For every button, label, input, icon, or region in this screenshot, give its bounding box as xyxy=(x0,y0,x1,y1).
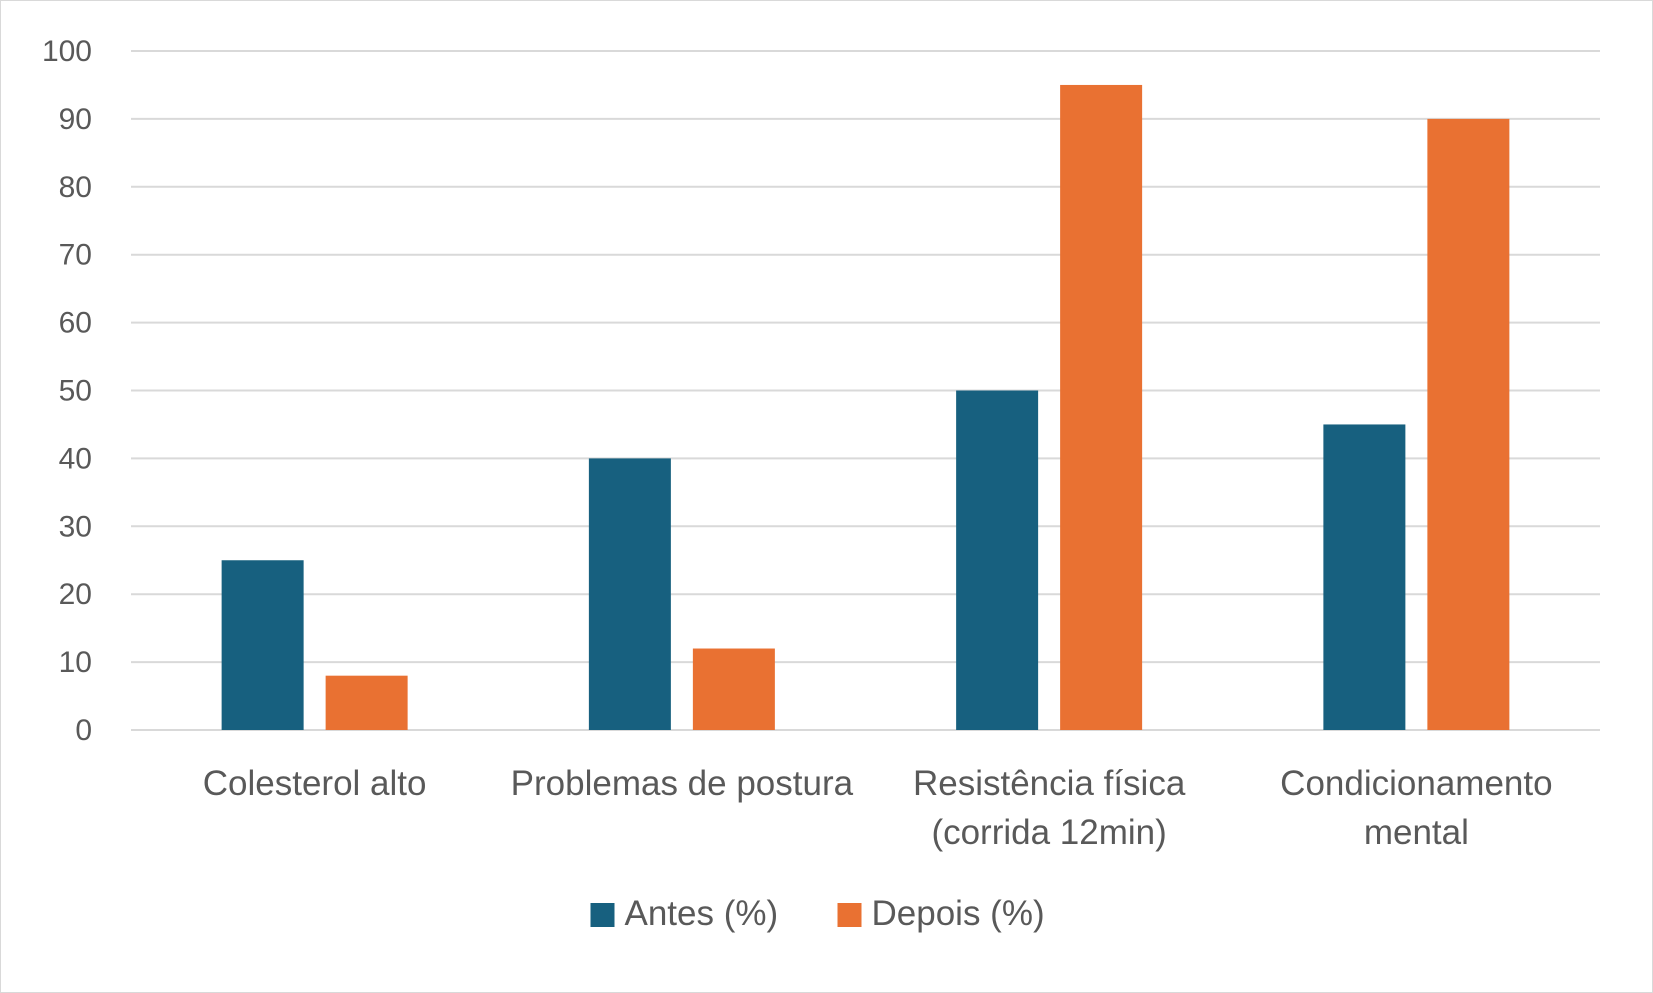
y-tick-label: 0 xyxy=(75,714,92,747)
x-tick-label: Problemas de postura xyxy=(511,764,854,803)
bar-antes xyxy=(1323,424,1406,730)
x-tick-label: Colesterol alto xyxy=(203,764,427,803)
y-tick-label: 50 xyxy=(59,375,92,408)
legend-swatch xyxy=(590,903,615,927)
legend-label: Antes (%) xyxy=(625,894,779,933)
x-tick-label: Resistência física xyxy=(913,764,1186,803)
bar-antes xyxy=(588,458,671,730)
y-tick-label: 20 xyxy=(59,578,92,611)
y-tick-label: 30 xyxy=(59,510,92,543)
bar-depois xyxy=(325,675,408,730)
bar-antes xyxy=(221,560,304,730)
y-tick-label: 90 xyxy=(59,103,92,136)
y-tick-label: 70 xyxy=(59,239,92,272)
y-tick-label: 10 xyxy=(59,646,92,679)
y-tick-label: 60 xyxy=(59,307,92,340)
y-tick-label: 40 xyxy=(59,442,92,475)
legend-label: Depois (%) xyxy=(872,894,1045,933)
bar-depois xyxy=(692,648,775,730)
x-tick-label: mental xyxy=(1364,813,1469,852)
bar-antes xyxy=(956,390,1039,730)
y-tick-label: 100 xyxy=(42,35,92,68)
x-tick-label: Condicionamento xyxy=(1280,764,1552,803)
legend-swatch xyxy=(837,903,862,927)
bar-depois xyxy=(1060,84,1143,730)
x-tick-label: (corrida 12min) xyxy=(931,813,1166,852)
bar-depois xyxy=(1427,118,1510,730)
y-tick-label: 80 xyxy=(59,171,92,204)
